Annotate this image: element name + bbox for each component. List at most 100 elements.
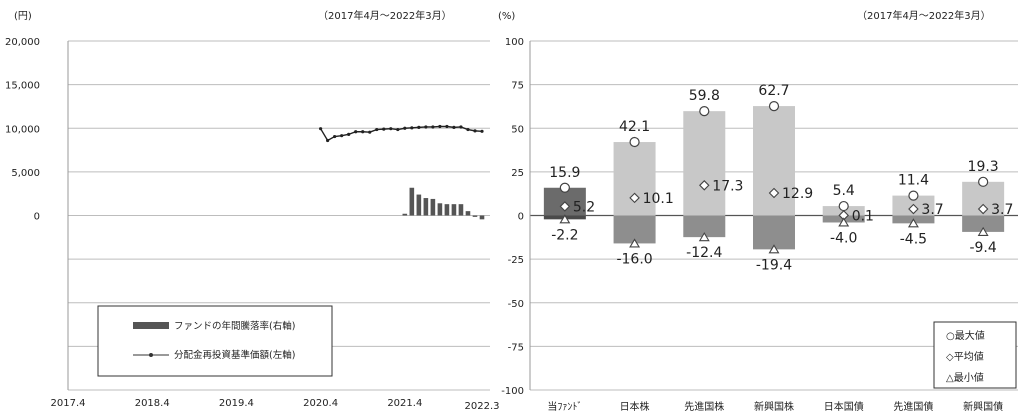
left-bar-series [402,187,485,220]
left-unit-label: (円) [14,11,32,22]
nav-point [431,125,435,129]
left-legend-box [97,305,333,377]
category-label: 日本株 [620,400,650,413]
left-x-tick: 2021.4 [387,398,422,409]
nav-point [382,127,386,131]
left-bar [458,204,464,216]
left-bar [472,215,478,217]
avg-value-label: 10.1 [643,191,674,207]
min-value-label: -2.2 [551,227,578,243]
left-y-tick-labels: 20,000 15,000 10,000 5,000 0 [5,37,40,223]
left-x-tick: 2022.3 [465,401,500,412]
nav-point [347,132,351,136]
nav-point [452,125,456,129]
nav-point [403,126,407,130]
left-x-tick: 2020.4 [303,398,338,409]
legend-max-label: ○最大値 [946,329,985,342]
min-marker [629,238,641,248]
legend-line-label: 分配金再投資基準価額(左軸) [174,349,295,361]
category-label: 当ﾌｧﾝﾄﾞ [547,400,582,413]
right-y-tick: -50 [508,299,524,310]
min-value-label: -4.0 [830,230,857,246]
nav-point [361,130,365,134]
left-x-tick: 2017.4 [51,398,86,409]
min-value-label: -16.0 [616,251,652,267]
left-y-tick: 0 [34,212,40,223]
max-marker [978,176,989,187]
category-label: 新興国債 [963,400,1003,413]
max-marker [768,100,780,112]
avg-value-label: 5.2 [573,199,595,215]
nav-point [333,134,337,139]
range-bar-negative [962,215,1005,232]
legend-bar-swatch [133,322,169,329]
right-value-labels: 15.9 5.2 -2.2 42.1 10.1 -16.0 59.8 17.3 -12.4 62.… [549,83,1013,273]
category-label: 先進国債 [893,400,933,413]
right-y-tick: -25 [508,255,524,266]
right-range-bars [543,106,1005,250]
max-marker [629,136,640,148]
right-y-tick: -100 [501,386,524,397]
min-marker [768,244,780,254]
left-bar [451,204,457,216]
avg-marker [908,203,919,215]
nav-point [459,125,463,129]
range-bar-negative [683,215,726,238]
nav-point [375,127,379,132]
avg-value-label: 0.1 [852,208,874,224]
min-marker [907,218,919,228]
left-y-tick: 15,000 [5,81,40,92]
avg-value-label: 3.7 [921,202,943,218]
max-value-label: 42.1 [619,119,650,135]
left-gridlines [67,40,490,391]
left-y-tick: 20,000 [5,37,40,48]
min-marker [559,214,571,224]
left-bar [416,194,422,216]
avg-marker [977,203,989,215]
max-value-label: 15.9 [549,165,580,181]
nav-point [354,130,358,134]
right-unit-label: (%) [498,11,515,22]
left-bar [444,204,450,216]
legend-line-marker [149,353,153,357]
category-label: 日本国債 [824,400,864,413]
left-bar [479,215,485,220]
min-value-label: -9.4 [969,240,996,256]
min-value-label: -4.5 [900,231,927,247]
category-label: 新興国株 [754,400,794,413]
nav-point [319,127,323,131]
max-marker [838,200,849,212]
max-value-label: 59.8 [689,88,720,104]
left-bar [423,198,429,216]
max-value-label: 11.4 [898,173,929,189]
avg-marker [699,180,710,191]
nav-point [368,130,372,134]
legend-min-label: △最小値 [946,371,984,384]
nav-point [389,127,393,131]
range-bar-positive [683,111,726,216]
right-markers [559,100,989,254]
left-bar [430,198,436,216]
legend-avg-label: ◇平均値 [946,350,984,363]
min-value-label: -19.4 [756,257,792,273]
nav-point [410,126,414,130]
legend-bar-label: ファンドの年間騰落率(右軸) [174,320,295,332]
left-y-tick: 10,000 [5,124,40,135]
right-y-tick: 100 [505,37,524,48]
left-x-tick: 2019.4 [219,398,254,409]
left-line-series [319,124,484,143]
right-y-tick-labels: 100 75 50 25 0 -25 -50 -75 -100 [501,37,524,397]
avg-marker [559,201,571,212]
right-legend-box [933,321,1017,389]
nav-point [424,125,428,129]
avg-value-label: 3.7 [991,202,1013,218]
right-category-labels: 当ﾌｧﾝﾄﾞ 日本株 先進国株 新興国株 日本国債 先進国債 新興国債 [547,400,1003,413]
nav-point [473,129,477,133]
right-legend: ○最大値 ◇平均値 △最小値 [933,321,1017,389]
right-period-label: （2017年4月～2022年3月） [857,9,991,22]
nav-point [326,138,330,143]
right-y-tick: 0 [518,212,524,223]
range-bar-negative [753,215,795,250]
min-marker [698,232,710,242]
